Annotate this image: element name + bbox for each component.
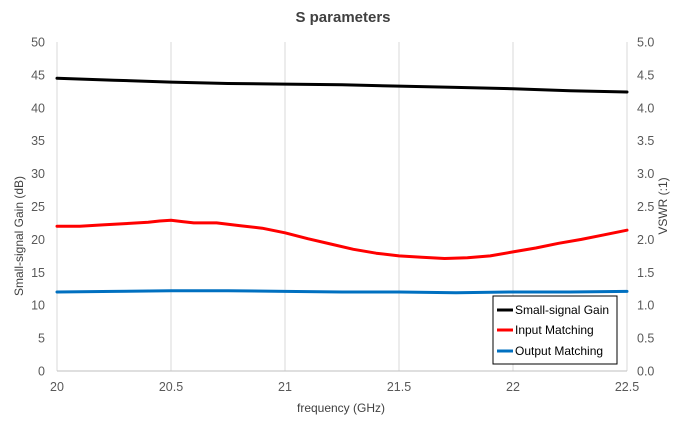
y-tick-label: 15 — [31, 266, 45, 280]
y2-tick-label: 1.0 — [637, 299, 654, 313]
legend-label-output-matching: Output Matching — [515, 344, 603, 358]
x-tick-label: 21 — [278, 380, 292, 394]
y-tick-label: 25 — [31, 200, 45, 214]
legend-label-input-matching: Input Matching — [515, 323, 594, 337]
y-tick-label: 35 — [31, 134, 45, 148]
y2-tick-label: 0.5 — [637, 332, 654, 346]
legend: Small-signal Gain Input Matching Output … — [492, 295, 618, 365]
x-tick-label: 21.5 — [387, 380, 411, 394]
y2-tick-label: 3.0 — [637, 167, 654, 181]
y-axis-label: Small-signal Gain (dB) — [12, 176, 26, 296]
y-tick-label: 30 — [31, 167, 45, 181]
small-signal-gain-line — [55, 76, 629, 94]
y-right-tick-labels: 0.0 0.5 1.0 1.5 2.0 2.5 3.0 3.5 4.0 4.5 5.0 — [637, 36, 654, 379]
y-tick-label: 5 — [38, 332, 45, 346]
y-tick-label: 40 — [31, 101, 45, 115]
x-tick-label: 20 — [50, 380, 64, 394]
x-tick-label: 20.5 — [159, 380, 183, 394]
y-tick-label: 20 — [31, 233, 45, 247]
y-tick-label: 50 — [31, 36, 45, 50]
x-axis-label: frequency (GHz) — [297, 401, 385, 415]
y2-tick-label: 4.0 — [637, 101, 654, 115]
y2-tick-label: 5.0 — [637, 36, 654, 50]
y-tick-label: 0 — [38, 365, 45, 379]
y2-tick-label: 4.5 — [637, 68, 654, 82]
series-lines — [55, 76, 629, 295]
y2-axis-label: VSWR (:1) — [656, 177, 670, 234]
y2-tick-label: 3.5 — [637, 134, 654, 148]
y2-tick-label: 2.5 — [637, 200, 654, 214]
chart-title: S parameters — [295, 9, 390, 26]
x-tick-label: 22.5 — [615, 380, 639, 394]
input-matching-line — [55, 218, 629, 260]
legend-box — [492, 295, 618, 365]
y-left-tick-labels: 0 5 10 15 20 25 30 35 40 45 50 — [31, 36, 45, 379]
y2-tick-label: 1.5 — [637, 266, 654, 280]
legend-label-gain: Small-signal Gain — [515, 303, 609, 317]
vertical-gridlines — [56, 42, 628, 371]
y2-tick-label: 2.0 — [637, 233, 654, 247]
y2-tick-label: 0.0 — [637, 365, 654, 379]
output-matching-line — [55, 289, 629, 295]
x-tick-labels: 20 20.5 21 21.5 22 22.5 — [50, 380, 639, 394]
y-tick-label: 10 — [31, 299, 45, 313]
y-tick-label: 45 — [31, 68, 45, 82]
x-tick-label: 22 — [506, 380, 520, 394]
